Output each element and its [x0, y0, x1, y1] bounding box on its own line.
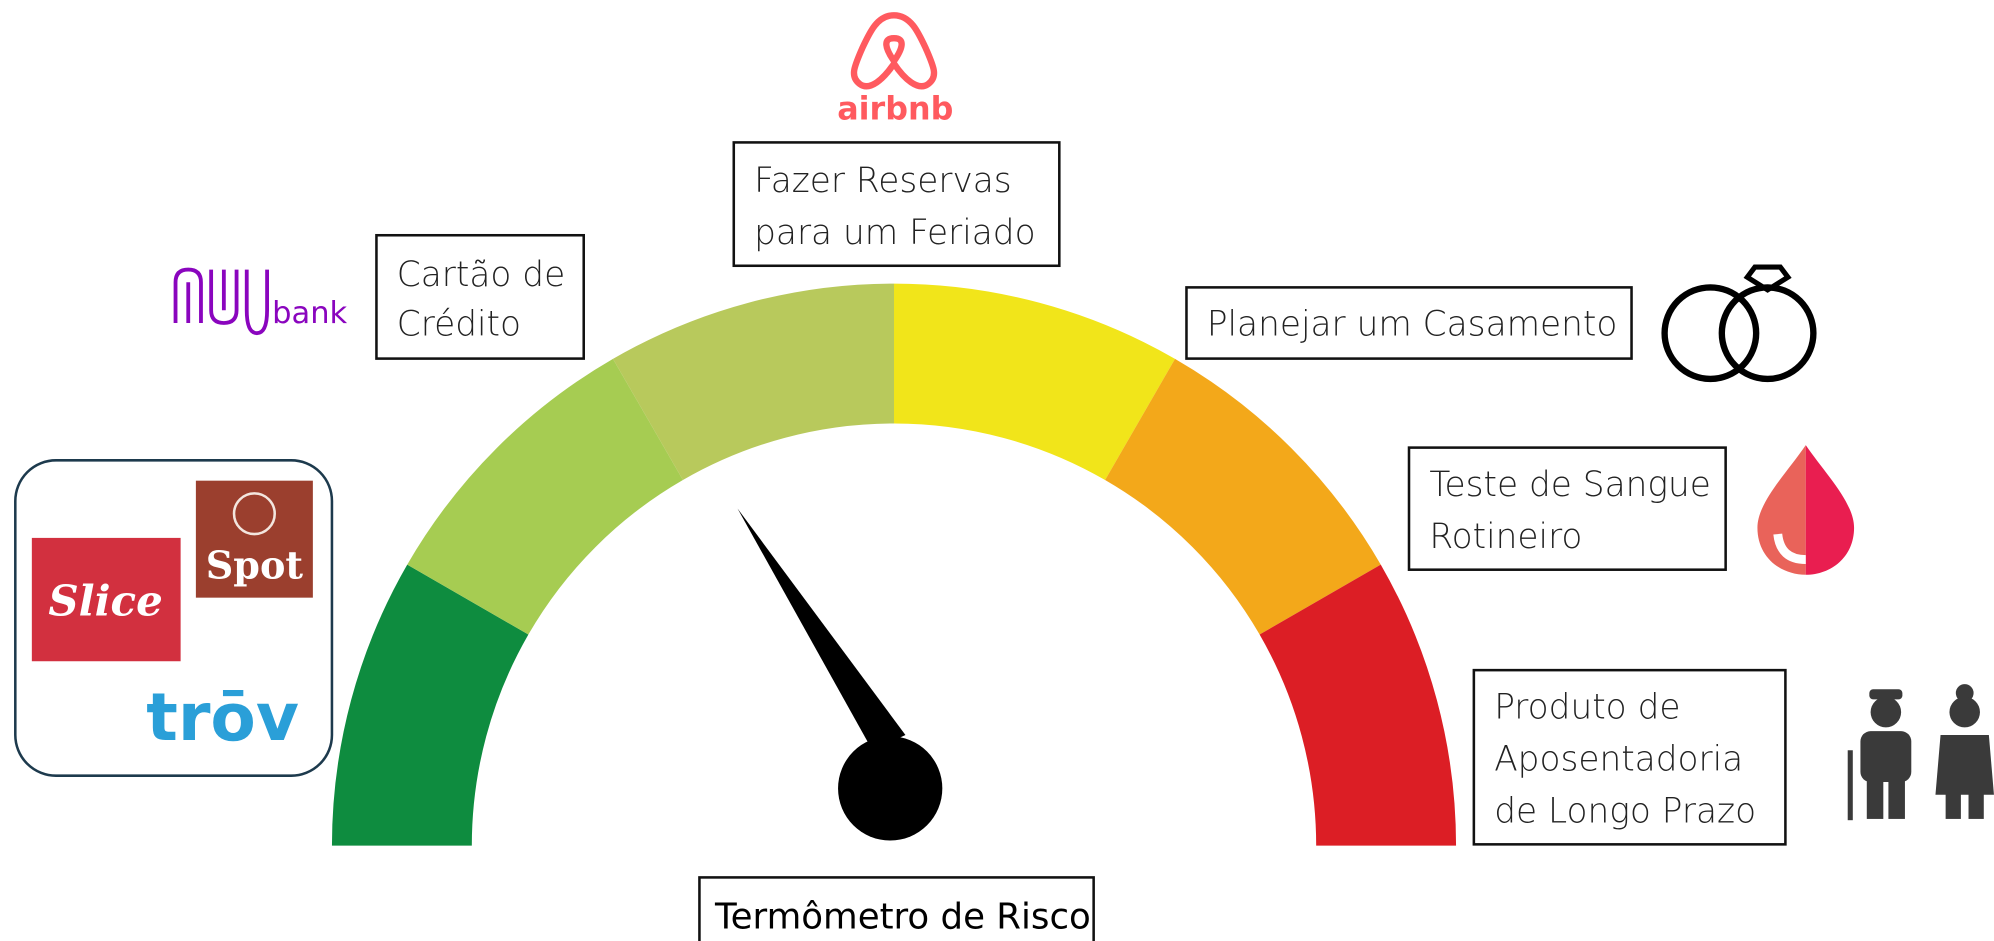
- gauge-segment: [331, 564, 529, 846]
- label-box: [375, 233, 585, 360]
- blood-drop-left: [1757, 445, 1806, 575]
- spot-logo: Spot: [206, 543, 304, 588]
- label-text: Planejar um Casamento: [1207, 305, 1618, 345]
- label-box: [1185, 286, 1633, 360]
- label-text: Aposentadoria: [1494, 740, 1743, 780]
- label-box: [732, 141, 1061, 268]
- blood-drop-right: [1805, 445, 1855, 575]
- blood-drop-shine: [1773, 533, 1806, 564]
- nubank-logo: bank: [272, 296, 347, 331]
- gauge-segment: [612, 283, 894, 481]
- body: [1935, 734, 1994, 795]
- needle-hub: [838, 736, 943, 841]
- label-text: Produto de: [1494, 687, 1680, 727]
- needle: [737, 508, 906, 751]
- label-text: Teste de Sangue: [1429, 465, 1711, 505]
- hat: [1869, 689, 1903, 700]
- label-box: [1472, 668, 1787, 846]
- head: [1949, 696, 1980, 728]
- leg: [1968, 788, 1984, 819]
- gauge-segment: [1259, 564, 1457, 846]
- title-box: [698, 876, 1095, 941]
- elderly-icon: [1847, 684, 1994, 821]
- slice-logo-bg: [31, 537, 181, 662]
- head: [1870, 696, 1902, 728]
- leg: [1945, 788, 1961, 819]
- title: Termômetro de Risco: [714, 896, 1091, 937]
- airbnb-icon: [850, 12, 938, 90]
- label-text: para um Feriado: [754, 213, 1035, 253]
- label-box: [1407, 446, 1727, 571]
- leg: [1888, 775, 1905, 819]
- ring-icon: [1718, 284, 1817, 383]
- bun: [1955, 684, 1974, 702]
- spot-logo-bg: [195, 480, 313, 598]
- trov-logo: trōv: [146, 679, 299, 756]
- label-text: de Longo Prazo: [1494, 792, 1756, 832]
- label-text: Cartão de: [397, 255, 565, 295]
- airbnb-logo: airbnb: [837, 91, 953, 128]
- diamond-icon: [1743, 264, 1792, 293]
- cane: [1847, 750, 1853, 821]
- gauge-segment: [1105, 358, 1381, 635]
- gauge: [331, 283, 1457, 846]
- gauge-segment: [407, 358, 683, 635]
- label-text: Crédito: [397, 305, 521, 345]
- ring-icon: [1661, 284, 1760, 383]
- slice-logo: Slice: [48, 576, 162, 625]
- label-text: Fazer Reservas: [754, 161, 1012, 201]
- label-text: Rotineiro: [1429, 517, 1582, 557]
- gauge-segment: [893, 283, 1176, 481]
- leg: [1866, 775, 1884, 819]
- body: [1860, 731, 1912, 783]
- spot-icon: [232, 492, 276, 536]
- nubank-icon: [173, 267, 269, 336]
